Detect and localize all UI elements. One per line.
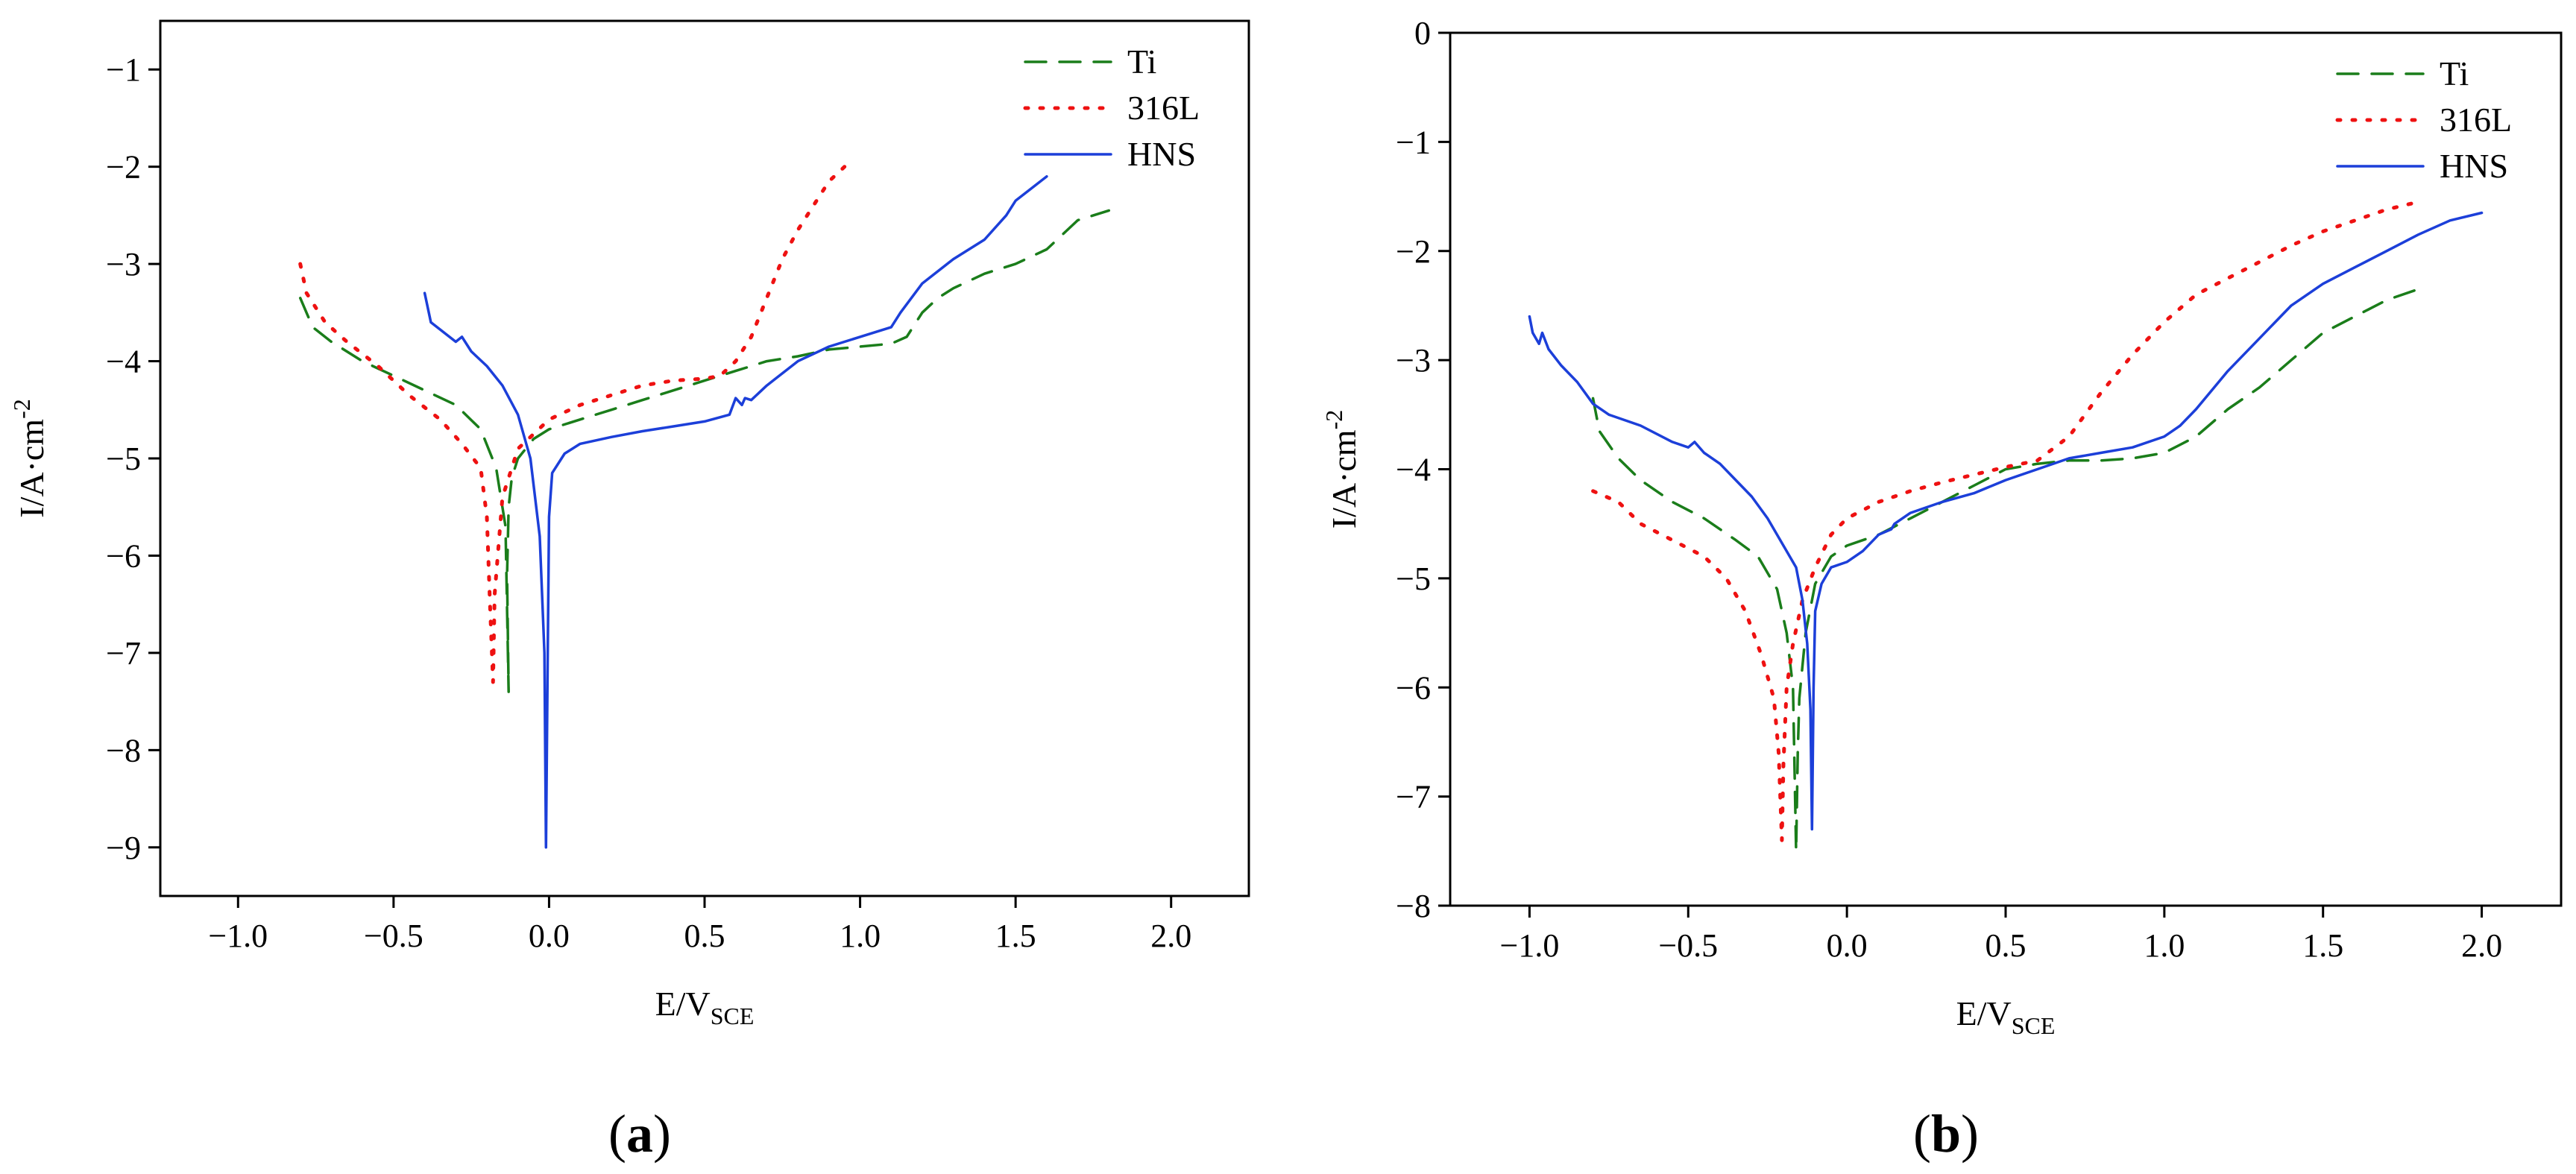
x-tick-label: 1.5 — [2302, 927, 2343, 964]
y-axis-label-sup: -2 — [1320, 410, 1347, 430]
x-tick-label: 1.5 — [995, 918, 1036, 954]
x-tick-label: 0.0 — [1827, 927, 1868, 964]
x-axis-label: E/VSCE — [655, 985, 755, 1029]
y-tick-label: −4 — [106, 344, 141, 380]
y-tick-label: −8 — [1396, 888, 1431, 924]
x-axis-label: E/VSCE — [1956, 994, 2056, 1039]
panel-label-close: ) — [1961, 1104, 1979, 1164]
x-axis-label-sub: SCE — [2012, 1012, 2056, 1039]
legend-label-ti: Ti — [2440, 54, 2469, 92]
legend-label-316l: 316L — [1127, 89, 1200, 127]
y-tick-label: −8 — [106, 732, 141, 769]
series-line-ti — [1591, 288, 2420, 853]
x-axis-label-sub: SCE — [711, 1003, 755, 1029]
series-line-ti — [298, 209, 1111, 693]
y-axis-label-sup: -2 — [8, 399, 35, 419]
legend-label-316l: 316L — [2440, 101, 2512, 139]
x-tick-label: 2.0 — [1150, 918, 1191, 954]
x-tick-label: 0.0 — [529, 918, 570, 954]
x-axis-label-main: E/V — [1956, 994, 2012, 1032]
x-tick-label: 2.0 — [2461, 927, 2502, 964]
x-tick-label: −1.0 — [1500, 927, 1560, 964]
x-tick-label: 1.0 — [2144, 927, 2185, 964]
y-tick-label: 0 — [1414, 15, 1431, 51]
y-axis-label-main: I/A·cm — [13, 419, 51, 518]
panel-label-open: ( — [1913, 1104, 1931, 1164]
x-tick-label: 1.0 — [840, 918, 881, 954]
y-tick-label: −3 — [106, 246, 141, 283]
y-tick-label: −5 — [106, 441, 141, 477]
y-tick-label: −7 — [106, 635, 141, 672]
legend-label-ti: Ti — [1127, 42, 1156, 81]
panel-label: (a) — [608, 1104, 671, 1164]
y-tick-label: −9 — [106, 830, 141, 866]
chart-panel-b: −1.0 −0.5 0.0 0.5 1.0 1.5 2.0 0 −1 −2 −3 −4 −5 −6 −7 −8… — [1320, 15, 2563, 1164]
y-tick-label: −1 — [1396, 124, 1431, 160]
y-tick-label: −7 — [1396, 779, 1431, 815]
y-tick-label: −2 — [1396, 233, 1431, 270]
y-axis-label-main: I/A·cm — [1325, 429, 1363, 528]
x-axis-label-main: E/V — [655, 985, 711, 1023]
panel-label-close: ) — [653, 1104, 671, 1164]
x-tick-label: 0.5 — [684, 918, 725, 954]
plot-frame — [159, 19, 1250, 897]
y-tick-label: −3 — [1396, 342, 1431, 379]
x-tick-label: 0.5 — [1985, 927, 2027, 964]
y-axis-label: I/A·cm-2 — [8, 399, 51, 518]
y-axis-label: I/A·cm-2 — [1320, 410, 1363, 529]
x-tick-label: −0.5 — [364, 918, 423, 954]
legend-label-hns: HNS — [1127, 135, 1196, 173]
y-tick-label: −6 — [1396, 669, 1431, 706]
y-tick-label: −4 — [1396, 452, 1431, 488]
x-tick-label: −0.5 — [1658, 927, 1718, 964]
chart-panel-a: −1.0 −0.5 0.0 0.5 1.0 1.5 2.0 −1 −2 −3 −4 −5 −6 −7 −8 −… — [8, 19, 1250, 1164]
series-line-hns — [1528, 211, 2484, 831]
series-line-316l — [298, 165, 847, 684]
x-tick-label: −1.0 — [208, 918, 268, 954]
y-tick-label: −5 — [1396, 561, 1431, 597]
y-tick-label: −2 — [106, 149, 141, 186]
legend-label-hns: HNS — [2440, 147, 2508, 185]
panel-label-letter: b — [1931, 1104, 1961, 1164]
y-tick-label: −6 — [106, 537, 141, 574]
series-line-hns — [423, 174, 1048, 849]
panel-label: (b) — [1913, 1104, 1979, 1164]
series-line-316l — [1591, 200, 2420, 842]
y-tick-label: −1 — [106, 51, 141, 88]
panel-label-letter: a — [626, 1104, 653, 1164]
panel-label-open: ( — [608, 1104, 626, 1164]
